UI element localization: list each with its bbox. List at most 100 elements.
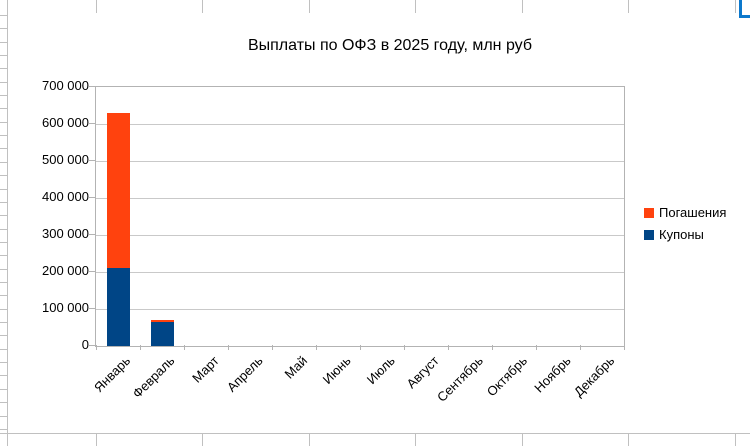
y-axis-label: 500 000: [42, 152, 89, 167]
bar-segment-february[interactable]: [150, 321, 174, 346]
y-axis-label: 0: [81, 337, 89, 352]
gridline: [96, 271, 624, 273]
y-axis-tick: [89, 271, 95, 272]
legend-label: Купоны: [659, 227, 704, 242]
column-gridline: [309, 433, 310, 446]
row-gridline: [0, 402, 7, 403]
row-gridline: [0, 148, 7, 149]
bar-column-february[interactable]: [150, 320, 174, 346]
selection-border-horizontal-segment: [739, 15, 750, 18]
x-axis-label-july: Июль: [363, 353, 398, 388]
x-axis-label-february: Февраль: [129, 353, 178, 401]
bar-segment-february[interactable]: [150, 320, 174, 322]
legend-item: Купоны: [644, 228, 726, 242]
row-gridline: [0, 202, 7, 203]
y-axis-label: 600 000: [42, 115, 89, 130]
gridline: [96, 234, 624, 236]
column-gridline: [735, 433, 736, 446]
x-axis-tick: [96, 345, 97, 350]
y-axis-tick: [89, 86, 95, 87]
row-gridline: [0, 189, 7, 190]
x-axis-tick: [184, 345, 185, 350]
legend-color-swatch-icon: [644, 208, 654, 218]
x-axis-label-april: Апрель: [223, 353, 266, 395]
y-axis-label: 700 000: [42, 78, 89, 93]
gridline: [96, 123, 624, 125]
row-gridline: [0, 162, 7, 163]
y-axis-tick: [89, 234, 95, 235]
row-gridline: [0, 309, 7, 310]
gridline: [96, 160, 624, 162]
row-gridline: [0, 122, 7, 123]
row-gridline: [0, 229, 7, 230]
plot-area: [95, 86, 625, 347]
x-axis-label-october: Октябрь: [483, 353, 530, 400]
column-gridline: [96, 0, 97, 13]
x-axis-label-may: Май: [280, 353, 310, 382]
x-axis-tick: [536, 345, 537, 350]
x-axis-label-august: Август: [403, 353, 442, 392]
x-axis-label-june: Июнь: [319, 353, 354, 387]
bar-segment-january[interactable]: [106, 112, 130, 269]
legend-color-swatch-icon: [644, 230, 654, 240]
row-gridline: [0, 389, 7, 390]
chart-object[interactable]: Выплаты по ОФЗ в 2025 году, млн руб 0 100…: [8, 13, 750, 433]
column-gridline: [7, 0, 8, 446]
column-gridline: [522, 0, 523, 13]
y-axis-tick: [89, 123, 95, 124]
row-gridline: [0, 362, 7, 363]
bar-column-january[interactable]: [106, 112, 130, 346]
column-gridline: [415, 0, 416, 13]
row-gridline: [0, 349, 7, 350]
column-gridline: [202, 433, 203, 446]
x-axis-tick: [316, 345, 317, 350]
x-axis-tick: [580, 345, 581, 350]
bar-segment-january[interactable]: [106, 268, 130, 346]
x-axis-label-september: Сентябрь: [433, 353, 486, 405]
row-gridline: [0, 55, 7, 56]
column-gridline: [202, 0, 203, 13]
row-gridline: [0, 282, 7, 283]
row-gridline: [0, 375, 7, 376]
row-gridline: [0, 68, 7, 69]
column-gridline: [735, 0, 736, 13]
x-axis-tick: [228, 345, 229, 350]
gridline: [96, 308, 624, 310]
x-axis-tick: [140, 345, 141, 350]
selection-border-vertical-segment: [739, 0, 742, 18]
row-gridline: [0, 416, 7, 417]
row-gridline: [0, 15, 7, 16]
row-gridline: [0, 108, 7, 109]
row-gridline: [0, 429, 7, 430]
row-gridline: [0, 215, 7, 216]
row-gridline: [0, 322, 7, 323]
x-axis-tick: [360, 345, 361, 350]
column-gridline: [96, 433, 97, 446]
row-gridline: [0, 82, 7, 83]
row-gridline: [0, 135, 7, 136]
y-axis-tick: [89, 160, 95, 161]
y-axis-label: 200 000: [42, 263, 89, 278]
x-axis-label-march: Март: [189, 353, 222, 386]
x-axis-label-november: Ноябрь: [531, 353, 574, 396]
row-gridline: [0, 175, 7, 176]
gridline: [96, 197, 624, 199]
row-gridline: [0, 269, 7, 270]
x-axis-label-december: Декабрь: [571, 353, 618, 400]
x-axis-tick: [624, 345, 625, 350]
row-gridline: [0, 42, 7, 43]
x-axis-label-january: Январь: [91, 353, 134, 396]
legend-label: Погашения: [659, 205, 727, 220]
y-axis-tick: [89, 308, 95, 309]
y-axis-label: 400 000: [42, 189, 89, 204]
y-axis-label: 100 000: [42, 300, 89, 315]
column-gridline: [522, 433, 523, 446]
row-gridline: [0, 95, 7, 96]
row-gridline: [0, 242, 7, 243]
row-gridline: [0, 433, 750, 434]
x-axis-tick: [492, 345, 493, 350]
row-gridline: [0, 295, 7, 296]
y-axis-tick: [89, 345, 95, 346]
legend: Погашения Купоны: [644, 206, 726, 242]
